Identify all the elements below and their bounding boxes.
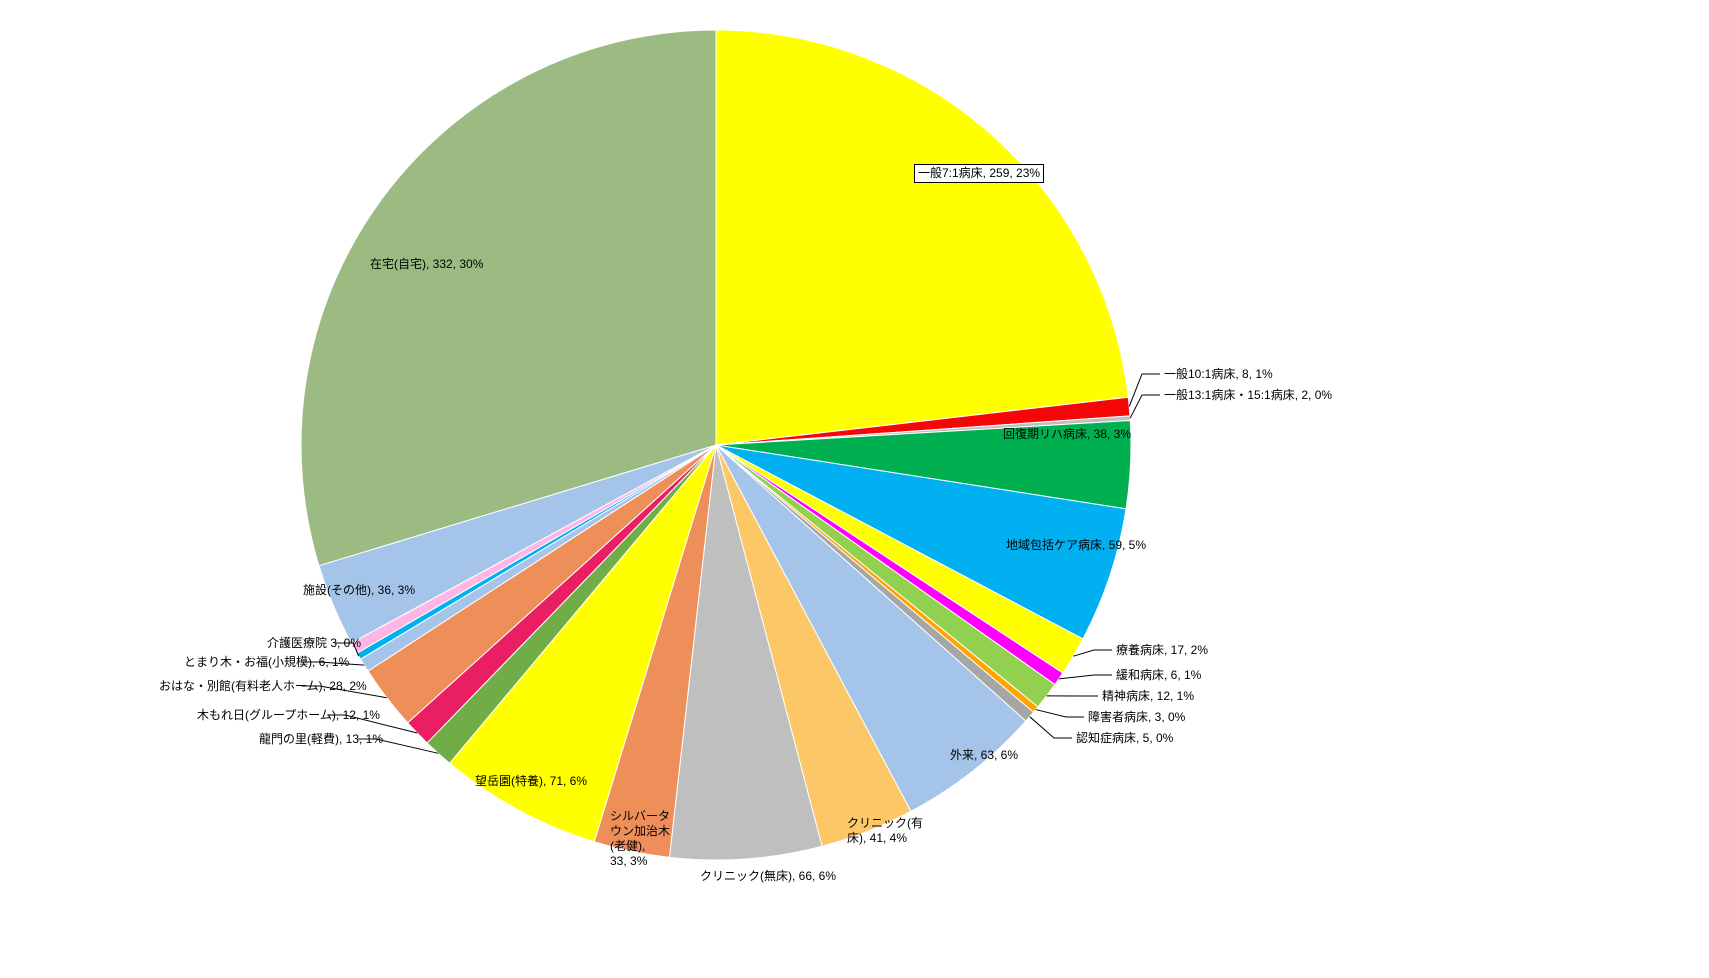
leader-line	[1130, 395, 1160, 418]
slice-label: シルバータ ウン加治木 (老健), 33, 3%	[610, 809, 670, 869]
slice-label: 地域包括ケア病床, 59, 5%	[1006, 538, 1146, 553]
slice-label: 一般7:1病床, 259, 23%	[914, 164, 1044, 183]
slice-label: 障害者病床, 3, 0%	[1088, 710, 1185, 725]
leader-line	[1030, 717, 1072, 738]
slice-label: 在宅(自宅), 332, 30%	[370, 257, 483, 272]
slice-label: 一般10:1病床, 8, 1%	[1164, 367, 1273, 382]
slice-label: 療養病床, 17, 2%	[1116, 643, 1208, 658]
slice-label: 施設(その他), 36, 3%	[303, 583, 415, 598]
pie-slice	[716, 30, 1128, 445]
slice-label: 木もれ日(グループホーム), 12, 1%	[197, 708, 380, 723]
leader-line	[1036, 710, 1084, 717]
slice-label: クリニック(有 床), 41, 4%	[847, 816, 923, 846]
slice-label: 望岳園(特養), 71, 6%	[475, 774, 587, 789]
leader-line	[1073, 650, 1112, 656]
slice-label: 介護医療院 3, 0%	[267, 636, 361, 651]
slice-label: 緩和病床, 6, 1%	[1116, 668, 1201, 683]
slice-label: 認知症病床, 5, 0%	[1076, 731, 1173, 746]
leader-line	[1129, 374, 1160, 407]
slice-label: とまり木・お福(小規模), 6, 1%	[184, 655, 349, 670]
slice-label: 回復期リハ病床, 38, 3%	[1003, 427, 1131, 442]
slice-label: 龍門の里(軽費), 13, 1%	[259, 732, 383, 747]
slice-label: 外来, 63, 6%	[950, 748, 1018, 763]
slice-label: 一般13:1病床・15:1病床, 2, 0%	[1164, 388, 1332, 403]
slice-label: 精神病床, 12, 1%	[1102, 689, 1194, 704]
slice-label: クリニック(無床), 66, 6%	[700, 869, 836, 884]
leader-line	[1059, 675, 1112, 679]
slice-label: おはな・別館(有料老人ホーム), 28, 2%	[159, 679, 367, 694]
